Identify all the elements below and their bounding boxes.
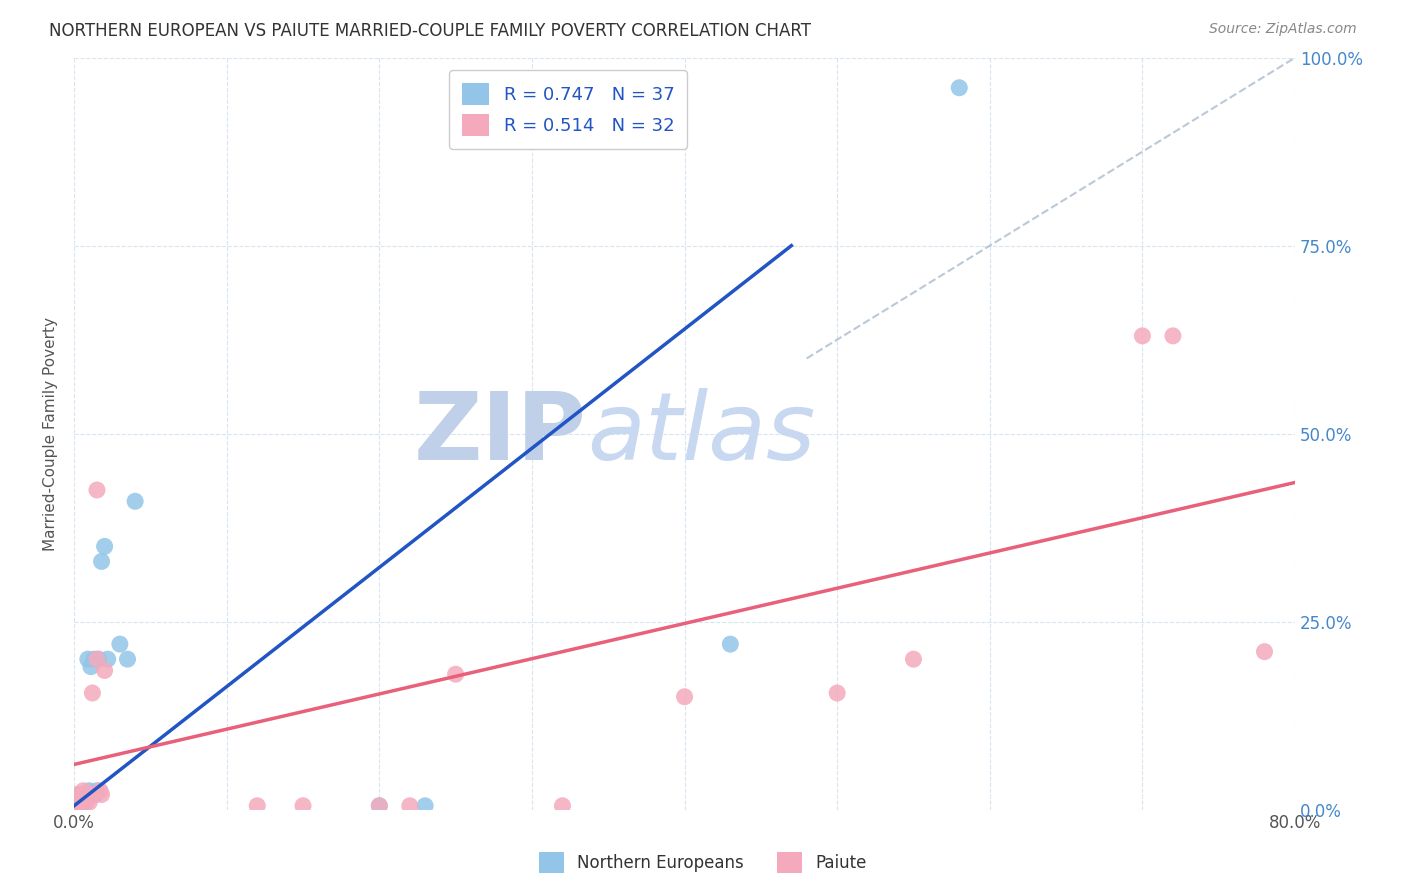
Point	[551, 798, 574, 813]
Point	[65, 795, 87, 809]
Text: NORTHERN EUROPEAN VS PAIUTE MARRIED-COUPLE FAMILY POVERTY CORRELATION CHART: NORTHERN EUROPEAN VS PAIUTE MARRIED-COUP…	[49, 22, 811, 40]
Point	[73, 791, 96, 805]
Point	[70, 795, 93, 809]
Point	[79, 783, 101, 797]
Point	[67, 795, 90, 809]
Point	[86, 783, 108, 797]
Point	[66, 798, 89, 813]
Point	[73, 788, 96, 802]
Point	[72, 789, 94, 803]
Point	[246, 798, 269, 813]
Point	[1253, 645, 1275, 659]
Point	[87, 652, 110, 666]
Point	[66, 788, 89, 802]
Point	[413, 798, 436, 813]
Point	[69, 788, 91, 802]
Point	[70, 795, 93, 809]
Text: atlas: atlas	[586, 388, 815, 479]
Point	[67, 798, 90, 813]
Point	[948, 80, 970, 95]
Point	[72, 783, 94, 797]
Point	[66, 795, 89, 809]
Point	[76, 652, 98, 666]
Point	[72, 795, 94, 809]
Point	[89, 783, 111, 797]
Point	[108, 637, 131, 651]
Point	[67, 795, 90, 809]
Point	[86, 652, 108, 666]
Point	[673, 690, 696, 704]
Point	[1132, 329, 1154, 343]
Point	[83, 652, 105, 666]
Y-axis label: Married-Couple Family Poverty: Married-Couple Family Poverty	[44, 317, 58, 550]
Point	[65, 798, 87, 813]
Point	[444, 667, 467, 681]
Point	[75, 788, 97, 802]
Point	[70, 788, 93, 802]
Point	[1161, 329, 1184, 343]
Point	[292, 798, 315, 813]
Point	[825, 686, 848, 700]
Point	[117, 652, 139, 666]
Point	[718, 637, 741, 651]
Point	[70, 798, 93, 813]
Point	[368, 798, 391, 813]
Point	[83, 788, 105, 802]
Point	[73, 788, 96, 802]
Point	[69, 795, 91, 809]
Point	[398, 798, 420, 813]
Point	[97, 652, 120, 666]
Point	[75, 795, 97, 809]
Point	[86, 483, 108, 497]
Point	[82, 686, 104, 700]
Point	[65, 797, 87, 811]
Point	[75, 788, 97, 802]
Point	[368, 798, 391, 813]
Text: Source: ZipAtlas.com: Source: ZipAtlas.com	[1209, 22, 1357, 37]
Point	[80, 659, 103, 673]
Point	[67, 791, 90, 805]
Point	[124, 494, 146, 508]
Point	[69, 791, 91, 805]
Text: ZIP: ZIP	[413, 388, 586, 480]
Point	[90, 554, 112, 568]
Point	[93, 664, 115, 678]
Point	[90, 788, 112, 802]
Point	[80, 788, 103, 802]
Point	[82, 788, 104, 802]
Legend: R = 0.747   N = 37, R = 0.514   N = 32: R = 0.747 N = 37, R = 0.514 N = 32	[450, 70, 688, 149]
Point	[69, 791, 91, 805]
Point	[84, 788, 107, 802]
Point	[903, 652, 925, 666]
Point	[76, 791, 98, 805]
Point	[93, 540, 115, 554]
Point	[79, 795, 101, 809]
Legend: Northern Europeans, Paiute: Northern Europeans, Paiute	[533, 846, 873, 880]
Point	[72, 791, 94, 805]
Point	[66, 793, 89, 807]
